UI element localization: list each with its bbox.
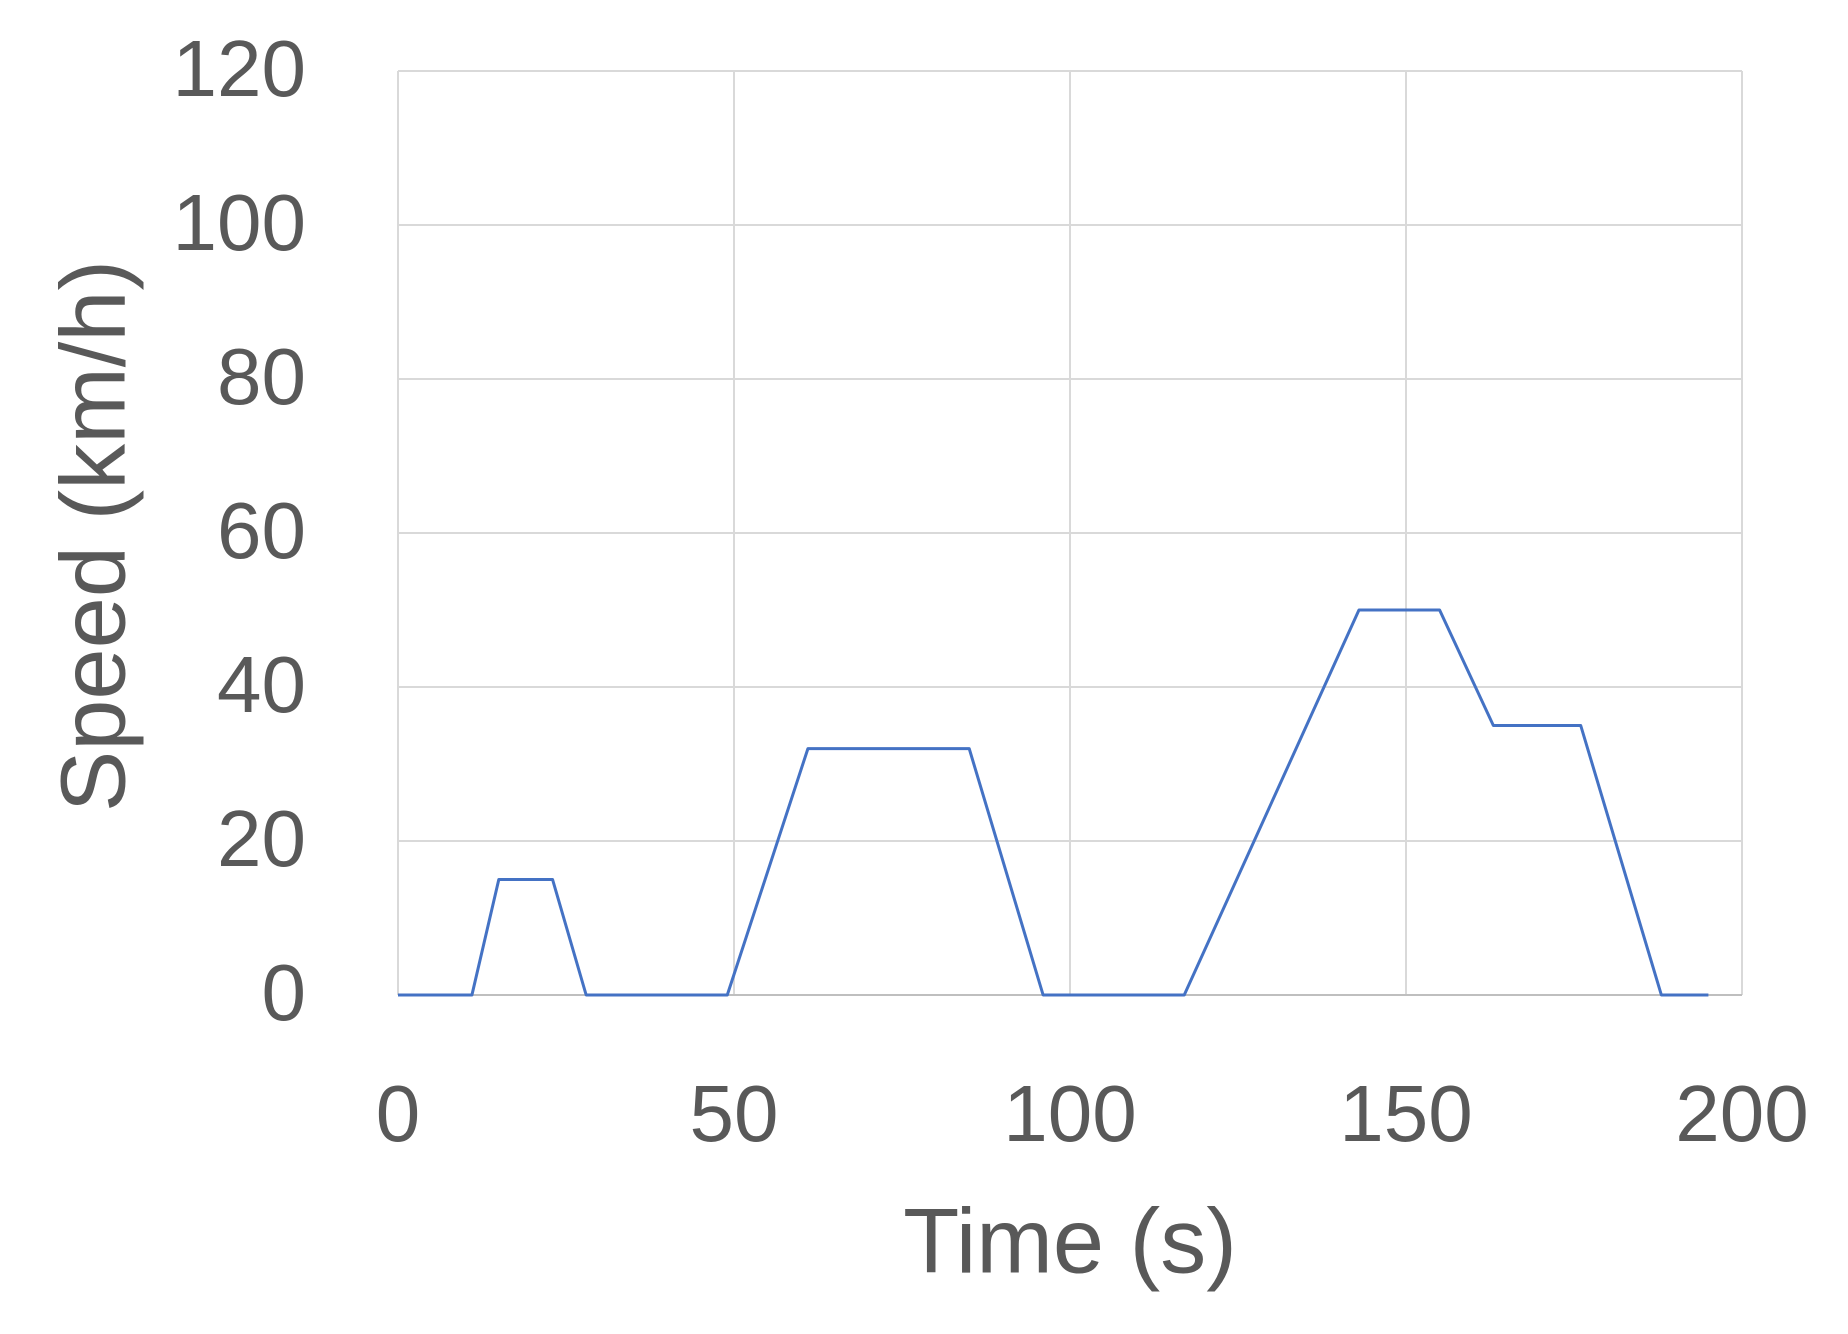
y-tick-label: 20 bbox=[217, 794, 306, 883]
y-tick-label: 100 bbox=[173, 178, 306, 267]
x-tick-label: 200 bbox=[1675, 1069, 1808, 1158]
y-tick-label: 120 bbox=[173, 24, 306, 113]
x-tick-label: 150 bbox=[1339, 1069, 1472, 1158]
y-tick-label: 80 bbox=[217, 332, 306, 421]
x-tick-label: 50 bbox=[690, 1069, 779, 1158]
y-tick-label: 40 bbox=[217, 640, 306, 729]
y-axis-title: Speed (km/h) bbox=[42, 260, 144, 812]
y-tick-label: 0 bbox=[262, 948, 307, 1037]
data-line bbox=[398, 608, 1709, 997]
x-tick-label: 0 bbox=[376, 1069, 421, 1158]
y-tick-label: 60 bbox=[217, 486, 306, 575]
x-axis-title: Time (s) bbox=[903, 1190, 1237, 1292]
x-tick-label: 100 bbox=[1003, 1069, 1136, 1158]
